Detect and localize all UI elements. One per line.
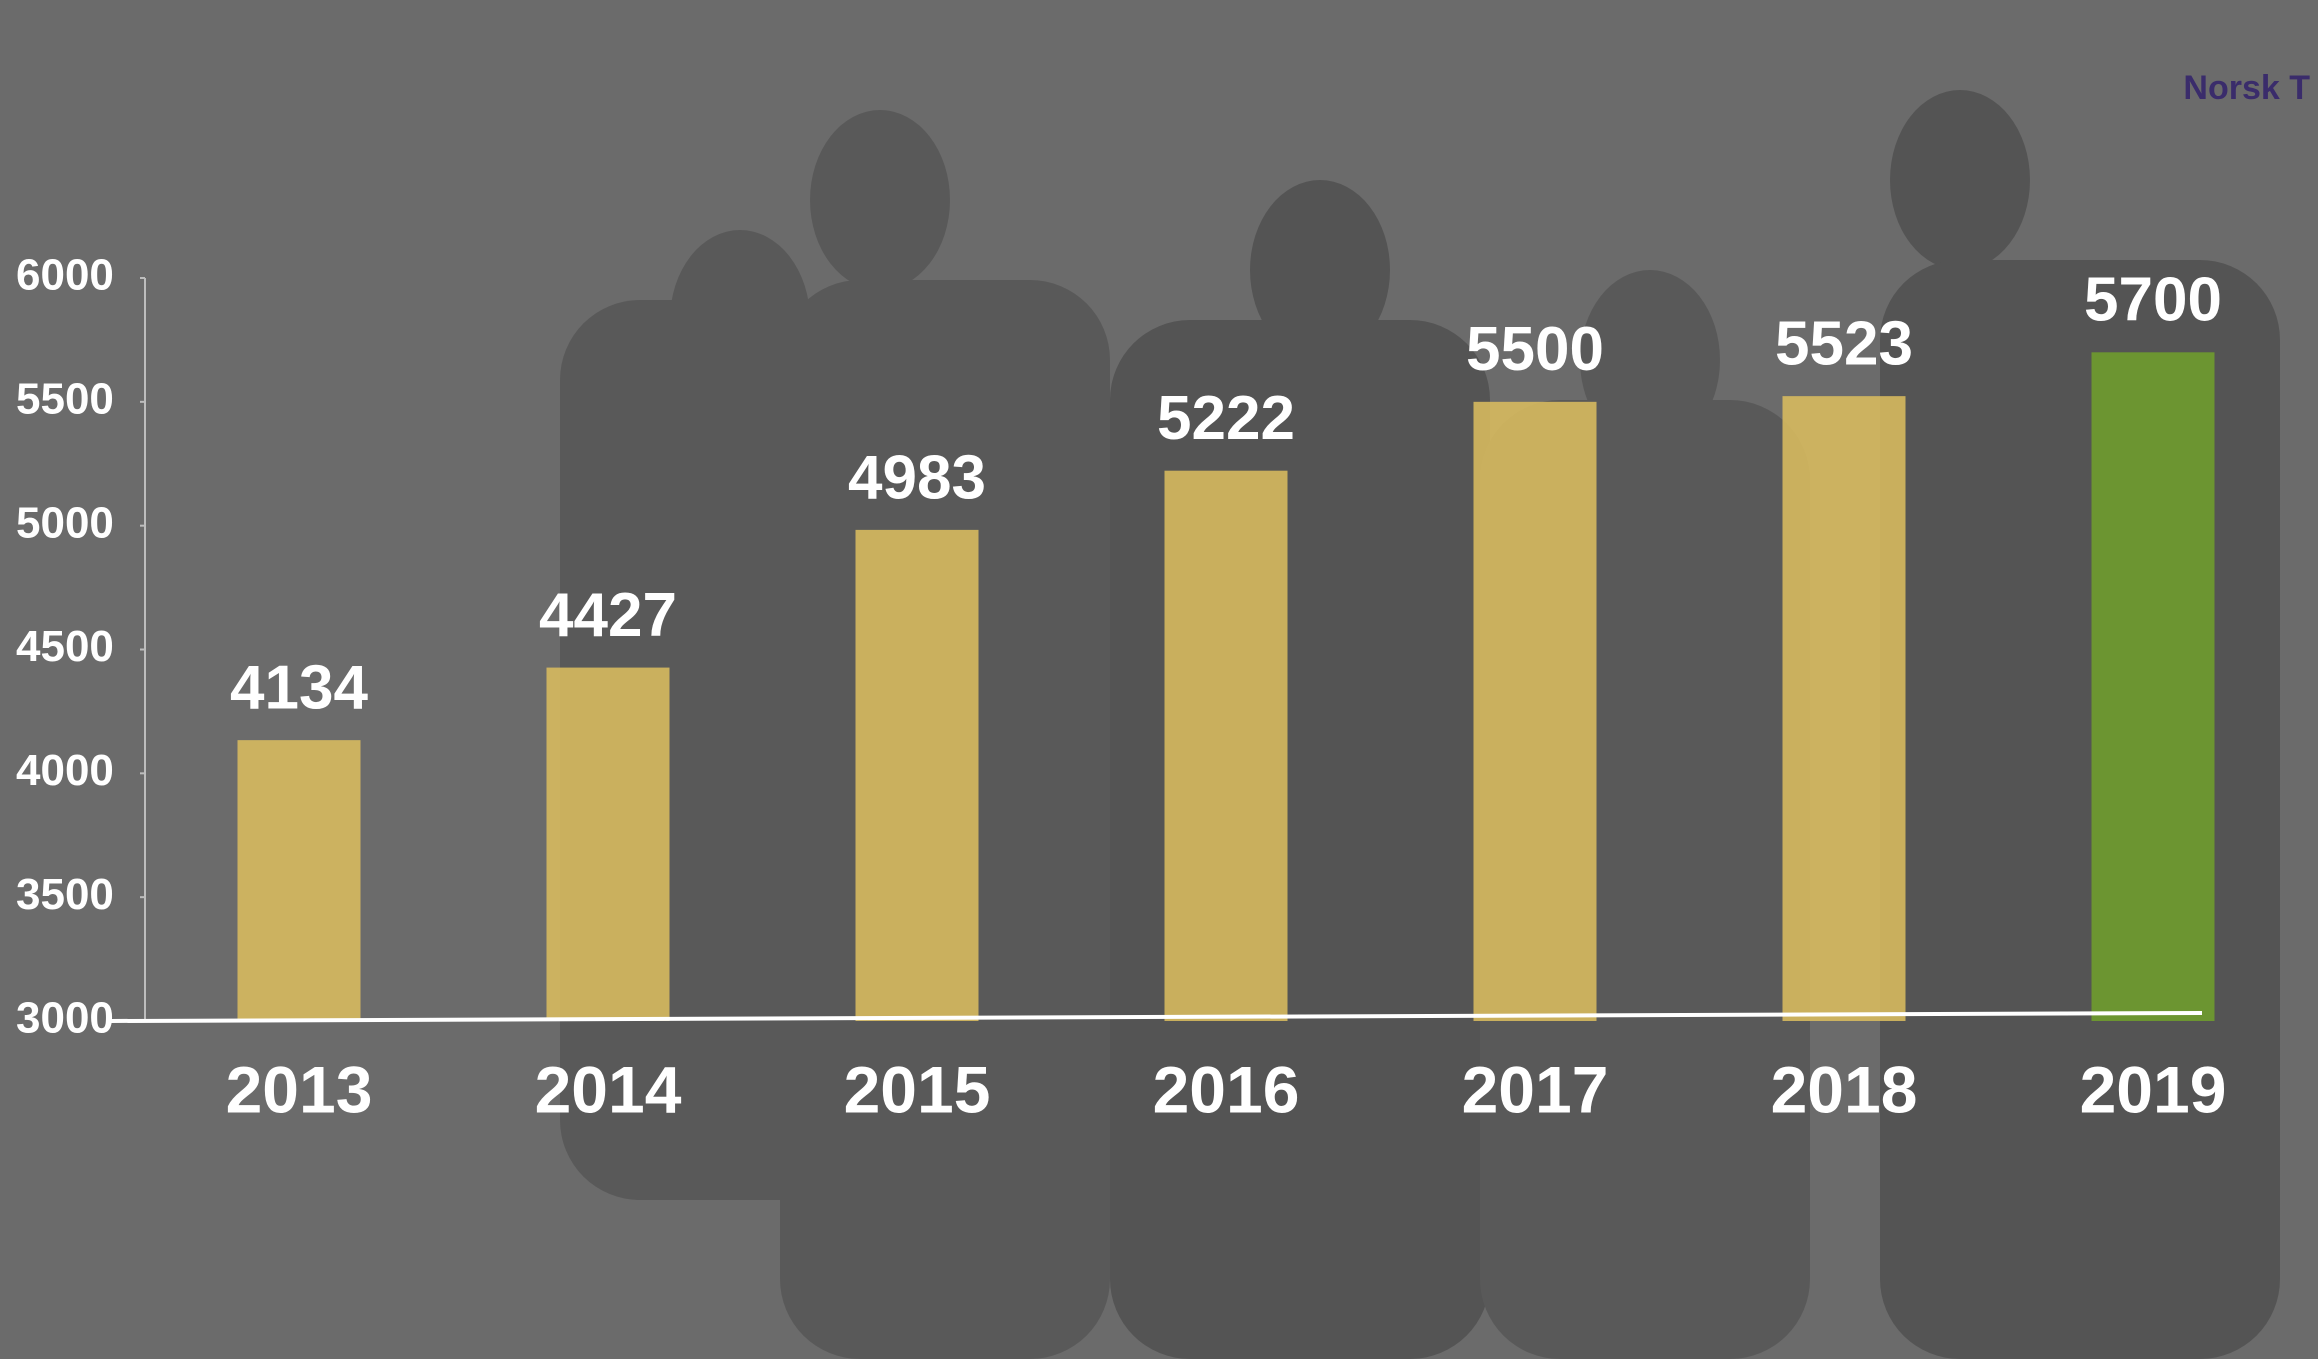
bar xyxy=(1783,396,1906,1021)
y-tick-label: 4000 xyxy=(16,746,114,795)
bar xyxy=(2092,352,2215,1021)
bar xyxy=(1474,402,1597,1021)
y-tick-label: 4500 xyxy=(16,622,114,671)
x-tick-label: 2013 xyxy=(226,1052,373,1126)
x-tick-label: 2015 xyxy=(844,1052,991,1126)
x-tick-label: 2019 xyxy=(2080,1052,2227,1126)
value-label: 4427 xyxy=(539,581,677,650)
x-tick-label: 2018 xyxy=(1771,1052,1918,1126)
logo: Norsk T xyxy=(2183,69,2310,107)
y-tick-label: 6000 xyxy=(16,251,114,300)
y-tick-label: 5500 xyxy=(16,374,114,423)
bar xyxy=(238,740,361,1021)
value-label: 5700 xyxy=(2084,266,2222,335)
bar xyxy=(1165,471,1288,1021)
value-label: 5222 xyxy=(1157,384,1295,453)
x-tick-label: 2017 xyxy=(1462,1052,1609,1126)
value-label: 4134 xyxy=(230,654,368,723)
y-tick-label: 3500 xyxy=(16,870,114,919)
bar xyxy=(547,668,670,1021)
value-label: 5500 xyxy=(1466,315,1604,384)
x-tick-label: 2014 xyxy=(535,1052,682,1126)
bar xyxy=(856,530,979,1021)
chart: Norsk T 3000 3500 4000 4500 5000 5500 6000 4134… xyxy=(0,0,2318,1359)
value-label: 4983 xyxy=(848,443,986,512)
value-label: 5523 xyxy=(1775,310,1913,379)
x-tick-label: 2016 xyxy=(1153,1052,1300,1126)
y-tick-label: 3000 xyxy=(16,994,114,1043)
y-tick-label: 5000 xyxy=(16,498,114,547)
